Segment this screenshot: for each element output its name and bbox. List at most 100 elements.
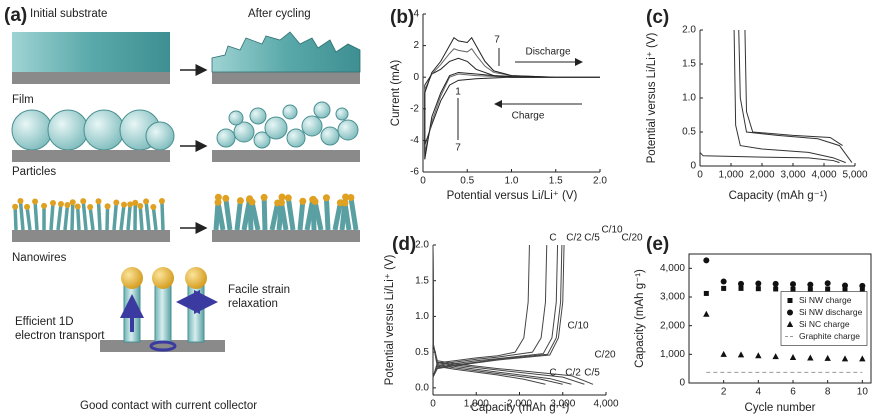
wire xyxy=(234,200,243,231)
annotation: 7 xyxy=(494,35,500,46)
x-axis-label: Cycle number xyxy=(745,402,816,414)
substrate xyxy=(212,230,360,242)
point xyxy=(790,286,796,292)
point xyxy=(807,354,814,361)
point xyxy=(824,280,831,287)
wire xyxy=(112,202,119,231)
wire xyxy=(278,202,289,231)
point xyxy=(787,309,793,316)
x-tick-label: 2 xyxy=(721,387,727,398)
legend xyxy=(780,291,868,346)
caption: Efficient 1D xyxy=(15,316,74,328)
point xyxy=(786,321,794,327)
nanowire-schematic xyxy=(120,267,218,352)
point xyxy=(773,286,779,292)
tip xyxy=(32,198,39,205)
point xyxy=(755,352,762,359)
tip xyxy=(158,198,165,205)
y-tick-label: -2 xyxy=(410,103,419,114)
tip xyxy=(143,198,150,205)
legend-label: Si NW discharge xyxy=(799,307,863,317)
point xyxy=(825,286,831,292)
y-tick-label: 0.0 xyxy=(415,382,429,393)
point xyxy=(703,290,709,296)
x-tick-label: 4,000 xyxy=(811,170,836,181)
panel-label: (c) xyxy=(646,7,669,28)
y-tick-label: 4,000 xyxy=(660,263,685,274)
tip xyxy=(24,203,31,210)
wire xyxy=(312,201,324,231)
particles xyxy=(11,109,175,151)
annotation: C/20 xyxy=(594,350,616,361)
wire xyxy=(81,200,88,231)
caption: After cycling xyxy=(248,8,311,20)
tip xyxy=(41,202,48,209)
tip xyxy=(69,199,76,206)
y-tick-label: 2 xyxy=(413,40,419,51)
panel-label: (d) xyxy=(392,234,416,255)
x-tick-label: 6 xyxy=(790,387,796,398)
y-tick-label: 2,000 xyxy=(660,320,685,331)
wire xyxy=(70,202,75,231)
y-axis-label: Potential versus Li/Li⁺ (V) xyxy=(384,254,396,385)
tip xyxy=(284,194,292,202)
wire xyxy=(33,201,39,231)
annotation: C xyxy=(549,368,556,379)
curve xyxy=(738,29,853,163)
annotation: C/10 xyxy=(567,321,589,332)
point xyxy=(842,287,848,293)
curve xyxy=(699,30,840,164)
panel-label: (a) xyxy=(4,5,27,26)
wire xyxy=(323,197,331,231)
point xyxy=(721,285,727,291)
x-tick-label: 1.0 xyxy=(505,176,519,187)
wire xyxy=(96,201,102,231)
y-tick-label: 1.5 xyxy=(682,59,696,70)
wire xyxy=(261,197,268,231)
point xyxy=(772,280,779,287)
caption: Facile strain xyxy=(228,284,290,296)
x-axis-label: Potential versus Li/Li⁺ (V) xyxy=(447,190,578,202)
point xyxy=(842,282,848,289)
y-tick-label: 3,000 xyxy=(660,292,685,303)
y-tick-label: 0.5 xyxy=(682,127,696,138)
curve xyxy=(424,36,600,160)
y-tick-label: -6 xyxy=(410,167,419,178)
tip xyxy=(57,201,64,208)
annotation: C xyxy=(549,233,556,244)
point xyxy=(824,354,831,361)
tip xyxy=(104,203,111,210)
x-tick-label: 5,000 xyxy=(842,170,867,181)
point xyxy=(807,281,814,288)
annotation: C/20 xyxy=(621,233,643,244)
tip xyxy=(113,199,120,206)
curve xyxy=(432,244,594,385)
annotation: 7 xyxy=(455,143,461,154)
wire xyxy=(56,203,63,231)
substrate xyxy=(212,150,360,162)
caption: Particles xyxy=(12,166,56,178)
y-tick-label: 1.5 xyxy=(415,275,429,286)
wire xyxy=(215,201,226,231)
y-tick-label: 0 xyxy=(413,72,419,83)
annotation: C/10 xyxy=(601,225,623,236)
y-tick-label: 1.0 xyxy=(682,93,696,104)
tip xyxy=(17,198,24,205)
curve xyxy=(424,48,600,154)
tip xyxy=(95,198,102,205)
substrate xyxy=(100,340,225,352)
y-tick-label: 4 xyxy=(413,9,419,20)
x-tick-label: 0 xyxy=(430,399,436,410)
substrate xyxy=(12,150,170,162)
wire xyxy=(285,197,296,231)
pulverized-particles xyxy=(216,101,359,149)
point xyxy=(737,351,745,358)
y-tick-label: 0 xyxy=(690,161,696,172)
x-tick-label: 1,000 xyxy=(464,399,489,410)
tip xyxy=(342,193,350,201)
tip xyxy=(236,197,244,205)
tip xyxy=(127,201,134,208)
tip xyxy=(214,198,222,206)
x-tick-label: 0.5 xyxy=(460,176,474,187)
